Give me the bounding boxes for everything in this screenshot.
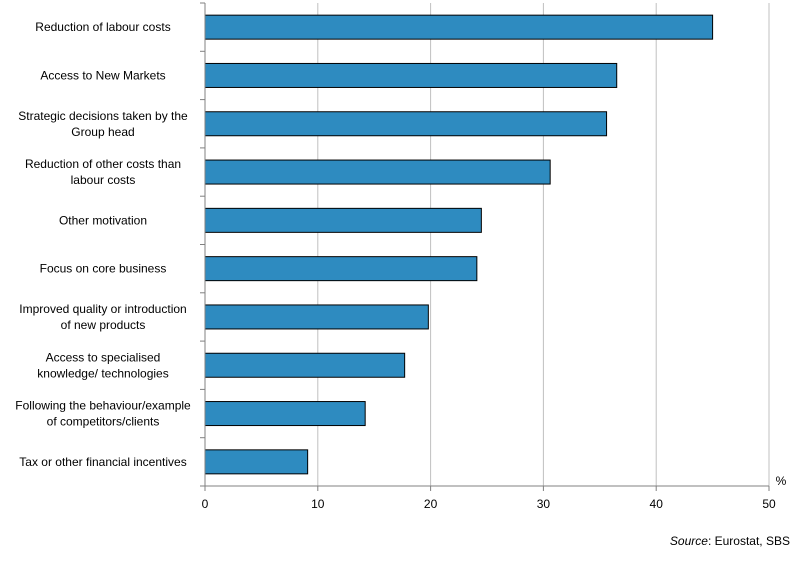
category-label-line: Strategic decisions taken by the xyxy=(18,109,188,123)
category-label-6: Improved quality or introduction of new p… xyxy=(19,302,186,332)
x-tick-label-40: 40 xyxy=(650,497,664,511)
category-label-5: Focus on core business xyxy=(40,262,167,276)
category-label-3: Reduction of other costs than labour cost… xyxy=(25,157,181,187)
x-axis-ticks: 0 10 20 30 40 50 xyxy=(202,486,776,511)
bar-7 xyxy=(204,352,406,378)
x-tick-label-50: 50 xyxy=(762,497,776,511)
category-label-line: Access to specialised xyxy=(46,350,161,364)
category-label-7: Access to specialised knowledge/ technolo… xyxy=(37,350,168,380)
category-labels: Reduction of labour costs Access to New M… xyxy=(15,20,191,469)
category-label-line: Reduction of labour costs xyxy=(35,20,170,34)
category-label-line: Other motivation xyxy=(59,213,147,227)
category-label-9: Tax or other financial incentives xyxy=(19,455,186,469)
category-label-8: Following the behaviour/example of compet… xyxy=(15,399,191,429)
category-label-1: Access to New Markets xyxy=(40,68,165,82)
bar-0 xyxy=(204,14,714,40)
source-note: Source: Eurostat, SBS xyxy=(670,534,790,548)
category-label-line: Group head xyxy=(71,125,134,139)
x-axis-unit: % xyxy=(776,474,787,488)
bar-3 xyxy=(204,159,551,185)
category-label-line: Following the behaviour/example xyxy=(15,399,191,413)
bar-6 xyxy=(204,304,429,330)
category-label-2: Strategic decisions taken by the Group he… xyxy=(18,109,188,139)
bar-8 xyxy=(204,401,366,427)
category-label-line: of new products xyxy=(61,318,146,332)
bars xyxy=(204,14,714,475)
axes xyxy=(200,2,769,487)
x-tick-label-30: 30 xyxy=(537,497,551,511)
x-tick-label-10: 10 xyxy=(311,497,325,511)
category-label-line: Access to New Markets xyxy=(40,68,165,82)
source-prefix: Source xyxy=(669,534,708,548)
source-text: : Eurostat, SBS xyxy=(707,534,790,548)
category-label-line: of competitors/clients xyxy=(47,415,160,429)
x-tick-label-0: 0 xyxy=(202,497,209,511)
category-label-line: Tax or other financial incentives xyxy=(19,455,186,469)
bar-9 xyxy=(204,449,309,475)
category-label-line: Improved quality or introduction xyxy=(19,302,186,316)
bar-4 xyxy=(204,207,482,233)
bar-2 xyxy=(204,111,608,137)
category-label-line: Focus on core business xyxy=(40,262,167,276)
category-label-4: Other motivation xyxy=(59,213,147,227)
bar-1 xyxy=(204,62,618,88)
category-label-line: knowledge/ technologies xyxy=(37,366,168,380)
category-label-line: Reduction of other costs than xyxy=(25,157,181,171)
bar-5 xyxy=(204,256,478,282)
category-label-line: labour costs xyxy=(71,173,136,187)
category-label-0: Reduction of labour costs xyxy=(35,20,170,34)
x-tick-label-20: 20 xyxy=(424,497,438,511)
